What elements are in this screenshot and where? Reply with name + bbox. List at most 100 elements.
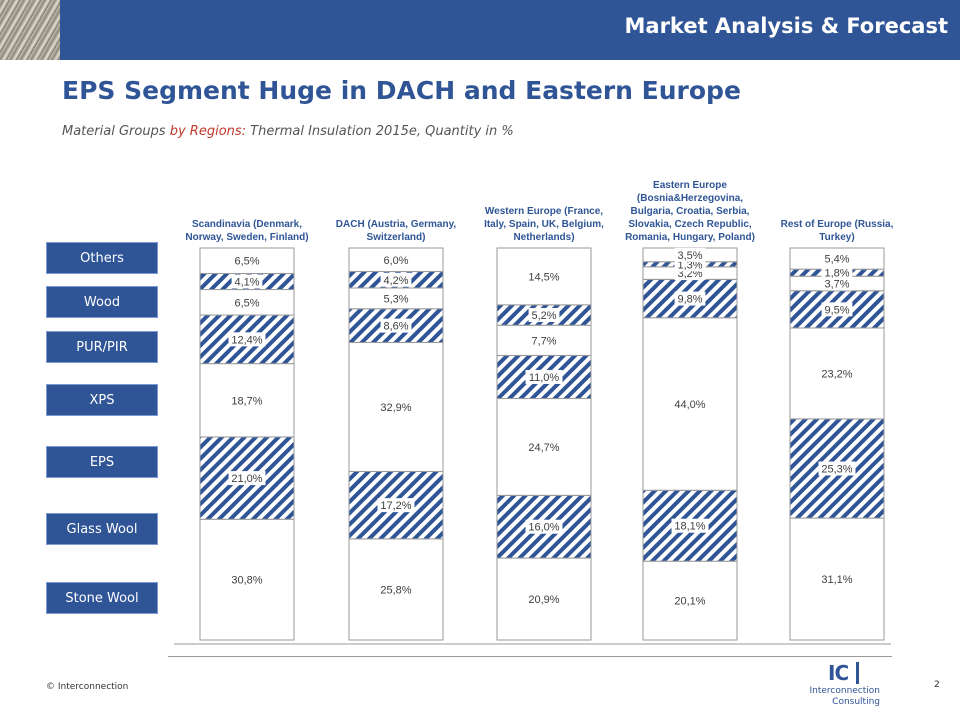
value-label-eps-5: 23,2% — [821, 368, 852, 380]
category-label-line: Norway, Sweden, Finland) — [185, 232, 308, 243]
value-label-bg-xps-4 — [674, 291, 706, 306]
footer-divider — [168, 656, 892, 657]
value-label-bg-others-5 — [821, 251, 853, 266]
header-title: Market Analysis & Forecast — [624, 14, 949, 38]
legend-xps: XPS — [46, 384, 158, 416]
logo-line-2: Consulting — [832, 697, 880, 707]
legend-wood: Wood — [46, 286, 158, 318]
value-label-bg-eps-4 — [671, 397, 709, 412]
category-label-5: Rest of Europe (Russia, Turkey) — [781, 219, 894, 243]
category-label-1: Scandinavia (Denmark, Norway, Sweden, Fin… — [185, 219, 308, 243]
value-label-stone-wool-4: 20,1% — [674, 596, 705, 608]
category-label-3: Western Europe (France, Italy, Spain, UK,… — [484, 206, 604, 243]
legend-eps: EPS — [46, 446, 158, 478]
value-label-bg-glass-wool-3 — [525, 519, 563, 534]
subtitle-highlight: by Regions: — [169, 124, 247, 139]
value-label-glass-wool-5: 25,3% — [821, 464, 852, 476]
value-label-bg-eps-5 — [818, 366, 856, 381]
value-label-pur-pir-2: 5,3% — [383, 293, 408, 305]
value-label-xps-3: 11,0% — [529, 372, 560, 384]
value-label-wood-5: 1,8% — [824, 268, 849, 280]
category-label-line: Turkey) — [819, 232, 854, 243]
value-label-bg-others-3 — [525, 269, 563, 284]
value-label-bg-xps-3 — [525, 369, 563, 384]
value-label-bg-stone-wool-5 — [818, 572, 856, 587]
value-label-glass-wool-3: 16,0% — [528, 522, 559, 534]
category-label-line: Eastern Europe — [653, 180, 727, 191]
value-label-stone-wool-1: 30,8% — [231, 575, 262, 587]
legend-stone-wool: Stone Wool — [46, 582, 158, 614]
value-label-bg-pur-pir-2 — [380, 291, 412, 306]
value-label-bg-xps-1 — [228, 332, 266, 347]
category-label-line: Netherlands) — [513, 232, 574, 243]
category-label-line: Scandinavia (Denmark, — [192, 219, 302, 230]
logo-name: Interconnection Consulting — [802, 686, 880, 708]
value-label-bg-xps-2 — [380, 318, 412, 333]
subtitle-prefix: Material Groups — [62, 124, 170, 139]
value-label-bg-pur-pir-3 — [528, 333, 560, 348]
category-label-line: Romania, Hungary, Poland) — [625, 232, 755, 243]
page-number: 2 — [934, 680, 940, 690]
value-label-bg-eps-1 — [228, 393, 266, 408]
value-label-bg-wood-3 — [528, 308, 560, 323]
value-label-bg-pur-pir-1 — [231, 295, 263, 310]
value-label-xps-5: 9,5% — [824, 304, 849, 316]
company-logo: IC Interconnection Consulting — [802, 662, 884, 714]
value-label-eps-4: 44,0% — [674, 399, 705, 411]
value-label-xps-4: 9,8% — [677, 294, 702, 306]
value-label-eps-2: 32,9% — [380, 402, 411, 414]
header-photo — [0, 0, 60, 60]
value-label-glass-wool-4: 18,1% — [674, 521, 705, 533]
value-label-others-4: 3,5% — [677, 250, 702, 262]
value-label-bg-others-2 — [380, 252, 412, 267]
value-label-wood-1: 4,1% — [234, 277, 259, 289]
value-label-wood-3: 5,2% — [531, 310, 556, 322]
header-bar: Market Analysis & Forecast — [0, 0, 960, 60]
value-label-bg-glass-wool-5 — [818, 461, 856, 476]
value-label-bg-pur-pir-5 — [821, 276, 853, 291]
category-label-line: Western Europe (France, — [485, 206, 603, 217]
category-label-line: (Bosnia&Herzegovina, — [637, 193, 743, 204]
page-title: EPS Segment Huge in DACH and Eastern Eur… — [62, 76, 741, 105]
value-label-wood-4: 1,3% — [677, 259, 702, 271]
value-label-wood-2: 4,2% — [383, 275, 408, 287]
legend-glass-wool: Glass Wool — [46, 513, 158, 545]
value-label-others-1: 6,5% — [234, 256, 259, 268]
value-label-glass-wool-2: 17,2% — [380, 500, 411, 512]
category-label-line: Italy, Spain, UK, Belgium, — [484, 219, 604, 230]
value-label-stone-wool-2: 25,8% — [380, 584, 411, 596]
subtitle-suffix: Thermal Insulation 2015e, Quantity in % — [246, 124, 514, 139]
category-labels-group: Scandinavia (Denmark, Norway, Sweden, Fin… — [185, 180, 893, 243]
value-labels-group: 30,8% 21,0% 18,7% 12,4% 6,5% 4,1% 6,5% 25,8% 17,… — [228, 247, 856, 608]
value-label-bg-glass-wool-4 — [671, 518, 709, 533]
value-label-others-2: 6,0% — [383, 255, 408, 267]
value-label-bg-stone-wool-4 — [671, 593, 709, 608]
category-label-line: Bulgaria, Croatia, Serbia, — [631, 206, 750, 217]
category-label-line: Slovakia, Czech Republic, — [628, 219, 752, 230]
value-label-others-5: 5,4% — [824, 254, 849, 266]
legend-pur-pir: PUR/PIR — [46, 331, 158, 363]
value-label-pur-pir-1: 6,5% — [234, 297, 259, 309]
value-label-xps-2: 8,6% — [383, 321, 408, 333]
value-label-xps-1: 12,4% — [231, 334, 262, 346]
value-label-bg-wood-1 — [231, 274, 263, 289]
value-label-glass-wool-1: 21,0% — [231, 473, 262, 485]
category-label-line: DACH (Austria, Germany, — [336, 219, 457, 230]
value-label-eps-3: 24,7% — [528, 442, 559, 454]
category-label-2: DACH (Austria, Germany, Switzerland) — [336, 219, 457, 243]
category-label-line: Rest of Europe (Russia, — [781, 219, 894, 230]
value-label-bg-xps-5 — [821, 302, 853, 317]
page-subtitle: Material Groups by Regions: Thermal Insu… — [62, 124, 514, 139]
value-label-bg-eps-3 — [525, 439, 563, 454]
footer-copyright: © Interconnection — [46, 682, 129, 692]
value-label-stone-wool-3: 20,9% — [528, 594, 559, 606]
value-label-bg-wood-5 — [821, 265, 853, 280]
value-label-bg-stone-wool-1 — [228, 572, 266, 587]
category-label-4: Eastern Europe (Bosnia&Herzegovina, Bulgar… — [625, 180, 755, 243]
value-label-stone-wool-5: 31,1% — [821, 574, 852, 586]
value-label-others-3: 14,5% — [528, 271, 559, 283]
value-label-bg-stone-wool-3 — [525, 592, 563, 607]
value-label-bg-others-1 — [231, 253, 263, 268]
category-label-line: Switzerland) — [367, 232, 426, 243]
